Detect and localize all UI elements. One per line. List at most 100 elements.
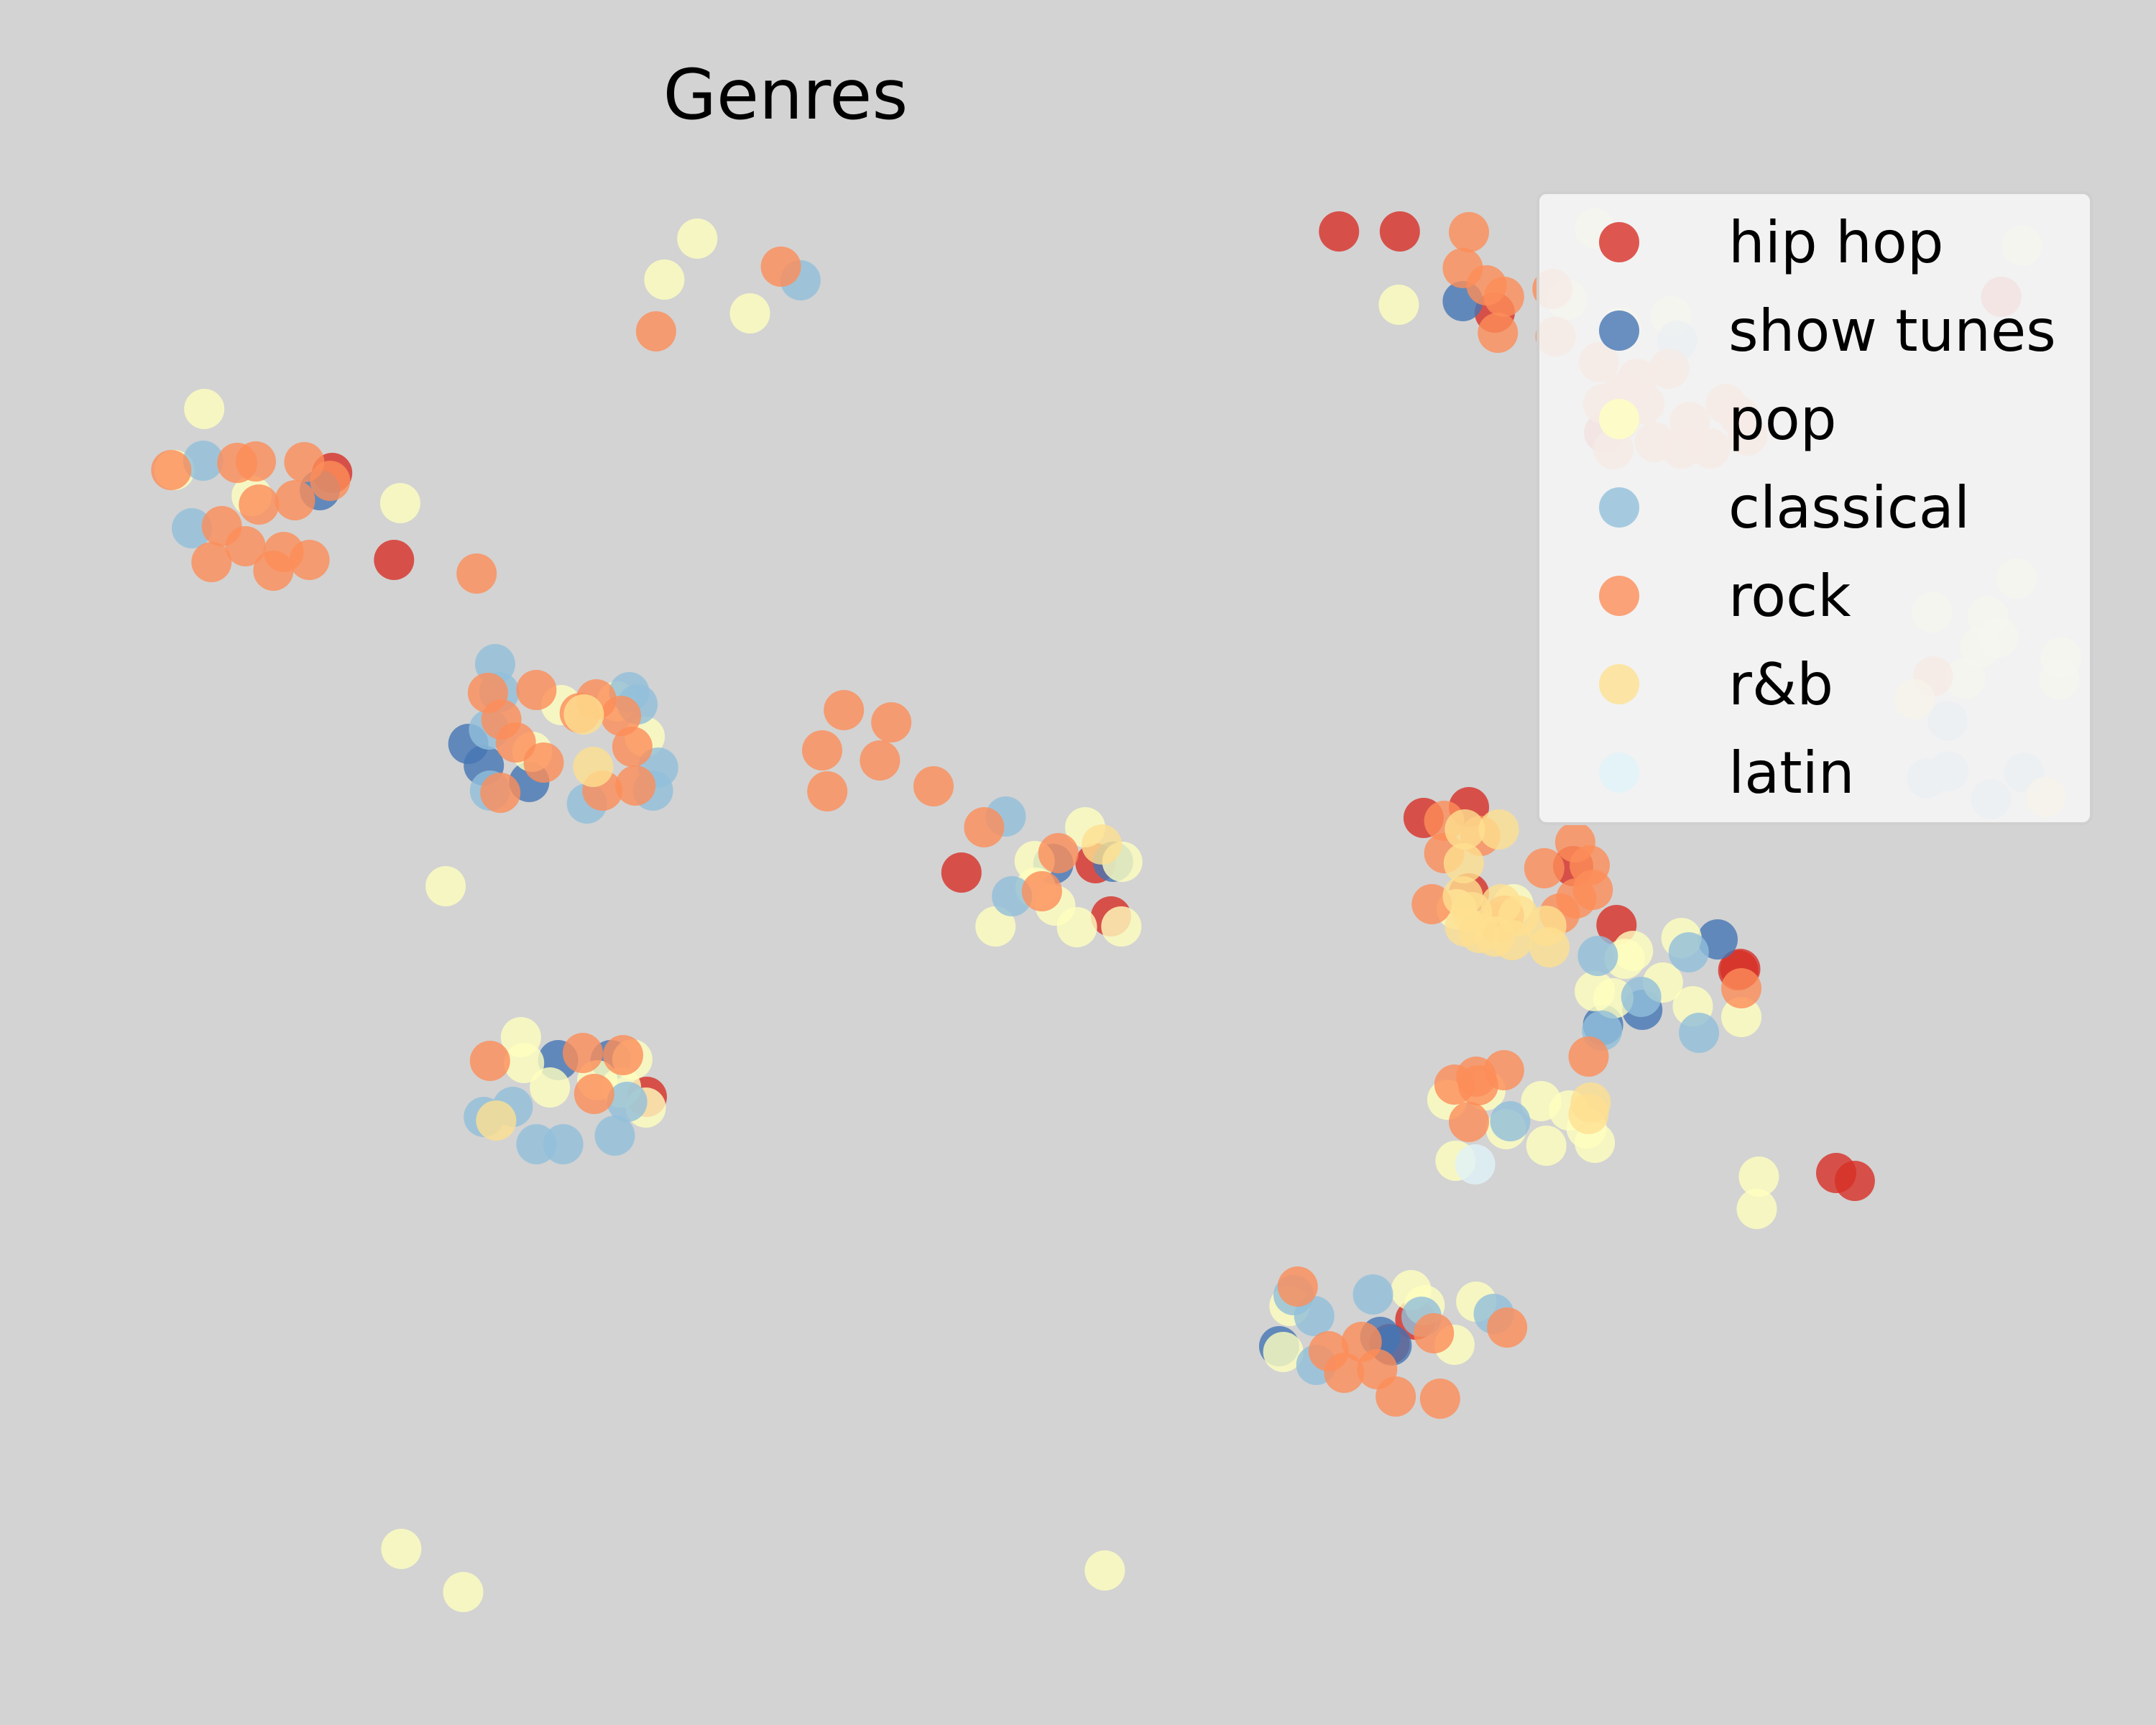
data-point-rock (236, 441, 276, 482)
data-point-rock (601, 696, 642, 736)
data-point-pop (379, 483, 420, 523)
data-point-pop (530, 1067, 571, 1108)
data-point-r-b (1443, 843, 1484, 883)
data-point-pop (504, 1043, 545, 1083)
legend-label-r-b: r&b (1728, 651, 1833, 718)
data-point-rock (495, 722, 536, 763)
data-point-rock (1524, 848, 1565, 888)
legend-marker-hip-hop (1599, 222, 1639, 262)
data-point-classical (1679, 1013, 1720, 1053)
data-point-rock (1457, 1065, 1498, 1105)
data-point-rock (239, 484, 280, 525)
data-point-rock (310, 461, 351, 501)
legend-marker-pop (1599, 399, 1639, 439)
series-latin (1455, 1144, 1496, 1184)
data-point-rock (456, 553, 497, 594)
data-point-rock (964, 807, 1005, 847)
data-point-r-b (1445, 906, 1485, 947)
data-point-r-b (573, 747, 614, 787)
data-point-classical (1294, 1296, 1335, 1336)
legend: hip hop show tunes pop classical rock r&b lati… (1537, 191, 2093, 825)
legend-label-pop: pop (1728, 386, 1837, 453)
data-point-rock (871, 702, 912, 742)
data-point-classical (183, 441, 224, 481)
data-point-rock (151, 450, 192, 490)
data-point-pop (184, 389, 225, 429)
data-point-rock (807, 771, 848, 811)
data-point-pop (1526, 1126, 1567, 1166)
legend-marker-latin (1599, 753, 1639, 793)
data-point-pop (425, 866, 466, 906)
data-point-rock (289, 540, 330, 580)
data-point-pop (729, 293, 770, 334)
legend-label-rock: rock (1728, 563, 1851, 630)
data-point-rock (563, 1033, 603, 1073)
data-point-rock (760, 247, 801, 287)
data-point-rock (603, 1035, 643, 1075)
data-point-rock (1308, 1331, 1349, 1371)
data-point-rock (1568, 1036, 1609, 1077)
data-point-pop (1613, 931, 1654, 971)
data-point-pop (1738, 1156, 1779, 1197)
data-point-rock (824, 690, 865, 730)
data-point-rock (1478, 313, 1519, 353)
data-point-pop (1056, 907, 1097, 947)
data-point-pop (1101, 906, 1142, 947)
legend-marker-rock (1599, 576, 1639, 616)
legend-label-latin: latin (1728, 740, 1855, 806)
data-point-rock (1721, 968, 1761, 1008)
data-point-pop (443, 1572, 484, 1612)
data-point-rock (253, 551, 294, 591)
data-point-pop (644, 259, 685, 300)
data-point-classical (1621, 977, 1662, 1017)
data-point-rock (1414, 1313, 1455, 1353)
data-point-rock (225, 526, 266, 566)
data-point-pop (1263, 1332, 1304, 1372)
data-point-rock (860, 740, 900, 781)
data-point-hip-hop (1379, 211, 1420, 252)
data-point-rock (1449, 1102, 1489, 1142)
legend-label-classical: classical (1728, 474, 1970, 541)
data-point-rock (1483, 277, 1524, 317)
data-point-rock (516, 670, 557, 710)
data-point-classical (543, 1124, 584, 1164)
data-point-r-b (1478, 809, 1519, 850)
data-point-rock (1487, 1307, 1528, 1348)
data-point-rock (1419, 1379, 1460, 1419)
data-point-r-b (1480, 884, 1521, 924)
legend-marker-show-tunes (1599, 310, 1639, 351)
legend-box (1537, 191, 2093, 825)
data-point-rock (1277, 1266, 1318, 1307)
data-point-pop (1084, 1550, 1125, 1591)
data-point-rock (1449, 212, 1489, 252)
data-point-rock (913, 766, 954, 806)
data-point-rock (480, 773, 521, 813)
data-point-classical (1668, 932, 1709, 972)
data-point-pop (975, 906, 1016, 947)
data-point-r-b (1529, 927, 1570, 967)
data-point-rock (635, 311, 676, 351)
legend-marker-classical (1599, 487, 1639, 528)
data-point-pop (1378, 285, 1419, 325)
data-point-classical (594, 1116, 635, 1156)
data-point-rock (1411, 884, 1452, 924)
data-point-r-b (1570, 1082, 1611, 1123)
data-point-hip-hop (941, 852, 982, 893)
data-point-rock (523, 742, 564, 783)
data-point-rock (469, 1041, 510, 1081)
legend-marker-r-b (1599, 664, 1639, 704)
data-point-r-b (1082, 824, 1122, 865)
data-point-pop (381, 1529, 422, 1569)
data-point-rock (573, 1074, 614, 1114)
data-point-latin (1455, 1144, 1496, 1184)
legend-label-show-tunes: show tunes (1728, 298, 2056, 364)
data-point-r-b (476, 1100, 517, 1141)
data-point-hip-hop (1319, 211, 1360, 252)
data-point-rock (1038, 833, 1079, 873)
data-point-classical (1353, 1274, 1393, 1315)
data-point-rock (802, 730, 842, 770)
data-point-hip-hop (374, 540, 415, 580)
data-point-rock (1021, 871, 1062, 911)
data-point-classical (1490, 1101, 1531, 1141)
